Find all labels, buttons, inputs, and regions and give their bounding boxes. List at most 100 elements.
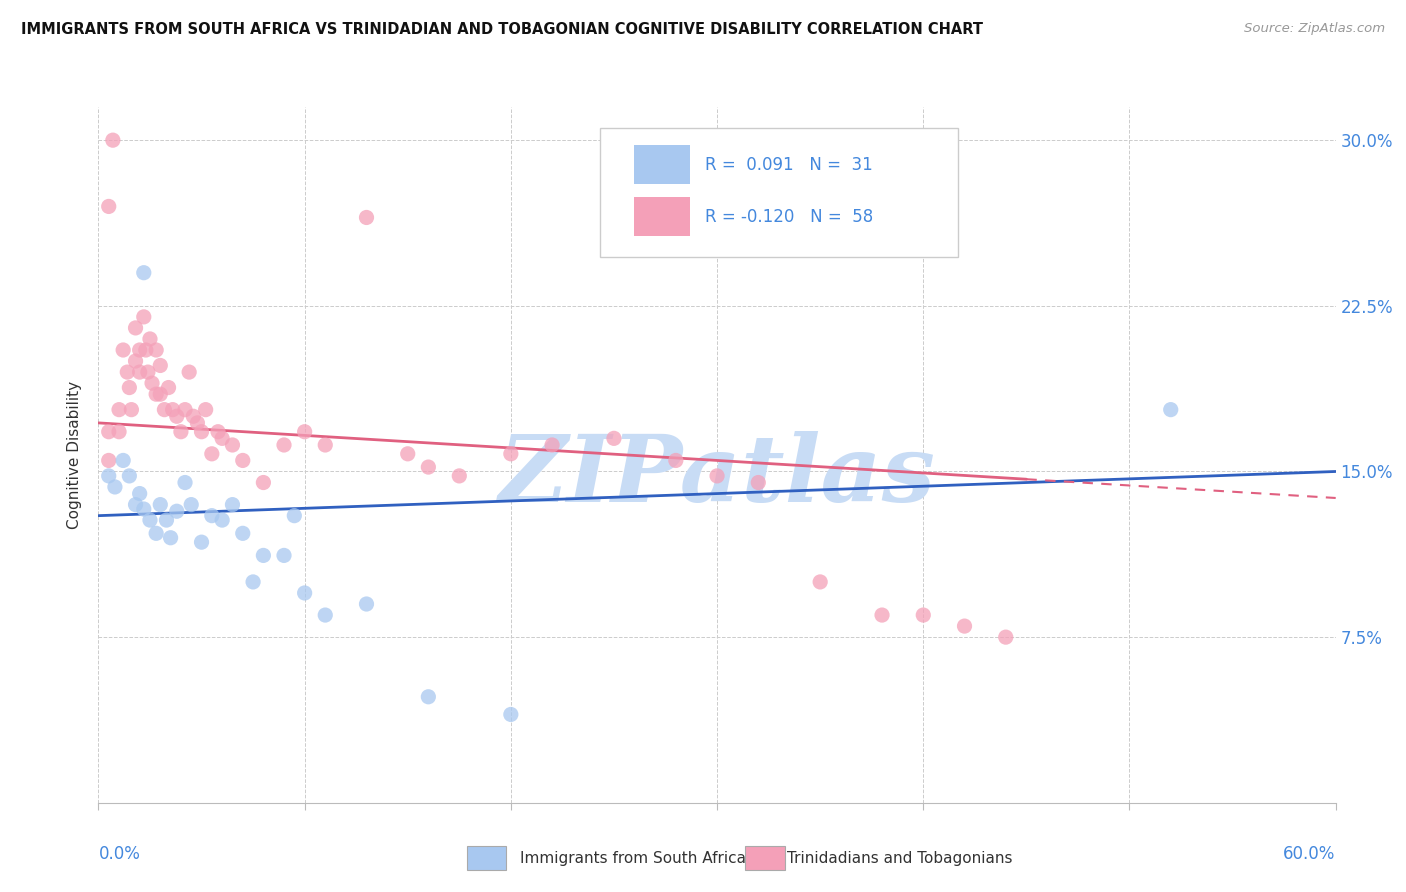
Point: [211, 431, 233, 445]
Point: [118, 469, 141, 483]
Point: [314, 608, 336, 623]
Point: [201, 447, 224, 461]
Point: [117, 365, 139, 379]
Point: [194, 402, 217, 417]
Point: [808, 574, 831, 589]
Point: [418, 460, 440, 475]
Point: [181, 409, 204, 424]
Point: [101, 133, 124, 147]
Point: [141, 376, 163, 391]
Point: [153, 402, 176, 417]
Point: [128, 486, 150, 500]
Point: [186, 416, 208, 430]
Point: [124, 354, 146, 368]
Point: [356, 597, 378, 611]
Point: [155, 513, 177, 527]
Point: [128, 343, 150, 357]
Point: [314, 438, 336, 452]
Point: [149, 387, 172, 401]
Point: [283, 508, 305, 523]
Point: [145, 526, 167, 541]
Point: [118, 380, 141, 394]
Point: [221, 498, 243, 512]
Point: [149, 498, 172, 512]
Point: [252, 549, 274, 563]
Point: [541, 438, 564, 452]
Point: [201, 508, 224, 523]
Point: [145, 387, 167, 401]
Point: [97, 199, 120, 213]
Point: [180, 498, 202, 512]
Point: [356, 211, 378, 225]
Text: Immigrants from South Africa: Immigrants from South Africa: [520, 851, 747, 865]
Point: [499, 707, 522, 722]
Text: ZIPatlas: ZIPatlas: [499, 431, 935, 521]
Point: [294, 586, 316, 600]
Point: [166, 504, 188, 518]
Point: [120, 402, 142, 417]
Point: [162, 402, 184, 417]
Point: [135, 343, 157, 357]
Point: [665, 453, 688, 467]
Point: [221, 438, 243, 452]
Point: [104, 480, 127, 494]
Point: [132, 266, 155, 280]
Point: [242, 574, 264, 589]
Point: [294, 425, 316, 439]
Y-axis label: Cognitive Disability: Cognitive Disability: [67, 381, 83, 529]
Point: [179, 365, 201, 379]
Point: [108, 402, 131, 417]
Point: [97, 425, 120, 439]
Bar: [634, 145, 690, 184]
Point: [912, 608, 935, 623]
Point: [418, 690, 440, 704]
Point: [211, 513, 233, 527]
Text: 0.0%: 0.0%: [98, 845, 141, 863]
Point: [97, 453, 120, 467]
Point: [159, 531, 181, 545]
FancyBboxPatch shape: [599, 128, 959, 257]
Text: Trinidadians and Tobagonians: Trinidadians and Tobagonians: [787, 851, 1012, 865]
Point: [149, 359, 172, 373]
Point: [136, 365, 159, 379]
Point: [603, 431, 626, 445]
Point: [124, 498, 146, 512]
Point: [449, 469, 471, 483]
Point: [139, 513, 162, 527]
Point: [953, 619, 976, 633]
Point: [273, 549, 295, 563]
Point: [252, 475, 274, 490]
Point: [706, 469, 728, 483]
Point: [97, 469, 120, 483]
Text: R =  0.091   N =  31: R = 0.091 N = 31: [704, 156, 873, 174]
Point: [157, 380, 180, 394]
Point: [190, 425, 212, 439]
Text: Source: ZipAtlas.com: Source: ZipAtlas.com: [1244, 22, 1385, 36]
Point: [112, 453, 135, 467]
Point: [232, 526, 254, 541]
Point: [166, 409, 188, 424]
Point: [499, 447, 522, 461]
Point: [145, 343, 167, 357]
Point: [273, 438, 295, 452]
Point: [1160, 402, 1182, 417]
Text: R = -0.120   N =  58: R = -0.120 N = 58: [704, 208, 873, 226]
Point: [207, 425, 229, 439]
Text: 60.0%: 60.0%: [1284, 845, 1336, 863]
Point: [124, 321, 146, 335]
Point: [128, 365, 150, 379]
Point: [747, 475, 769, 490]
Point: [132, 310, 155, 324]
Point: [190, 535, 212, 549]
Point: [174, 402, 197, 417]
Point: [994, 630, 1017, 644]
Point: [132, 502, 155, 516]
Text: IMMIGRANTS FROM SOUTH AFRICA VS TRINIDADIAN AND TOBAGONIAN COGNITIVE DISABILITY : IMMIGRANTS FROM SOUTH AFRICA VS TRINIDAD…: [21, 22, 983, 37]
Point: [870, 608, 893, 623]
Point: [396, 447, 419, 461]
Point: [139, 332, 162, 346]
Bar: [634, 197, 690, 235]
Point: [174, 475, 197, 490]
Point: [112, 343, 135, 357]
Point: [232, 453, 254, 467]
